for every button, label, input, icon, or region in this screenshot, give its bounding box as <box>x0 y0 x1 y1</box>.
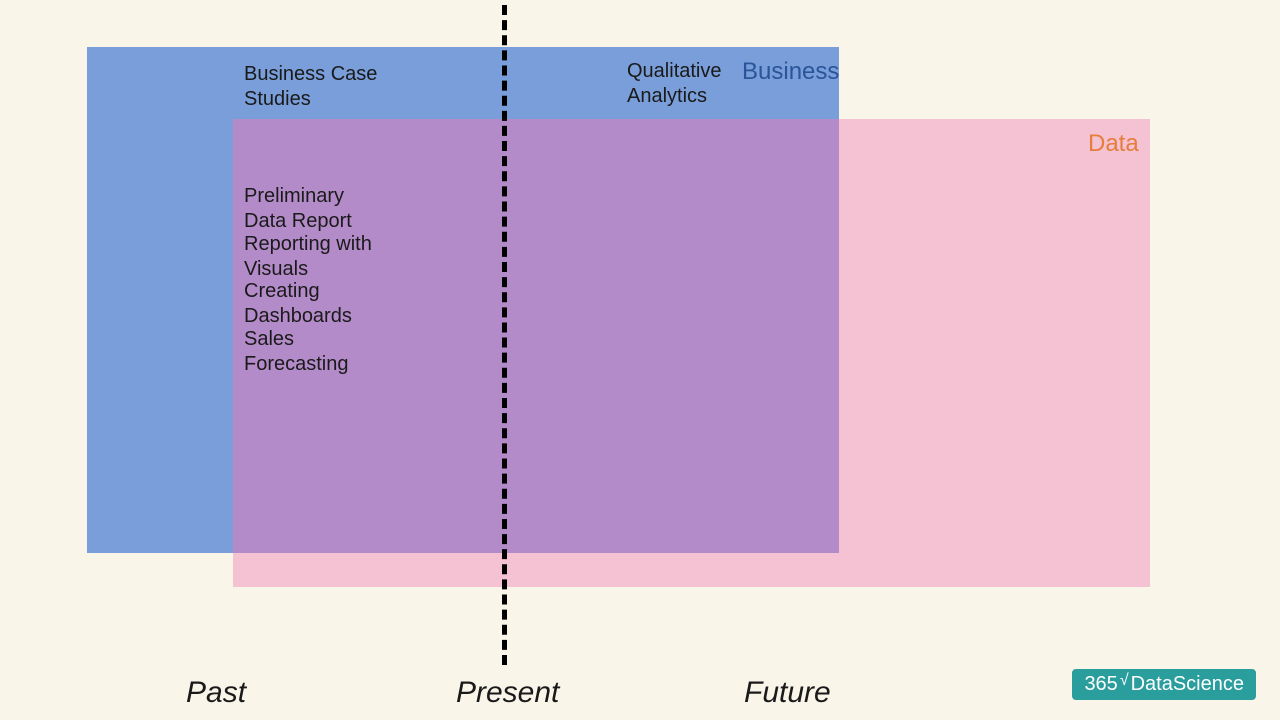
item-business-case-studies: Business Case Studies <box>244 62 384 112</box>
logo-365datascience: 365√DataScience <box>1072 669 1256 700</box>
axis-present: Present <box>456 676 559 710</box>
item-qualitative-analytics: Qualitative Analytics <box>627 59 747 109</box>
item-preliminary-data-report: Preliminary Data Report <box>244 184 374 234</box>
logo-suffix: DataScience <box>1131 673 1244 696</box>
data-label: Data <box>1088 130 1139 158</box>
logo-check-icon: √ <box>1120 672 1129 690</box>
logo-prefix: 365 <box>1084 673 1117 696</box>
axis-future: Future <box>744 676 831 710</box>
item-sales-forecasting: Sales Forecasting <box>244 327 374 377</box>
item-reporting-with-visuals: Reporting with Visuals <box>244 232 384 282</box>
business-label: Business <box>742 58 839 86</box>
time-divider <box>502 5 507 665</box>
axis-past: Past <box>186 676 246 710</box>
item-creating-dashboards: Creating Dashboards <box>244 279 384 329</box>
